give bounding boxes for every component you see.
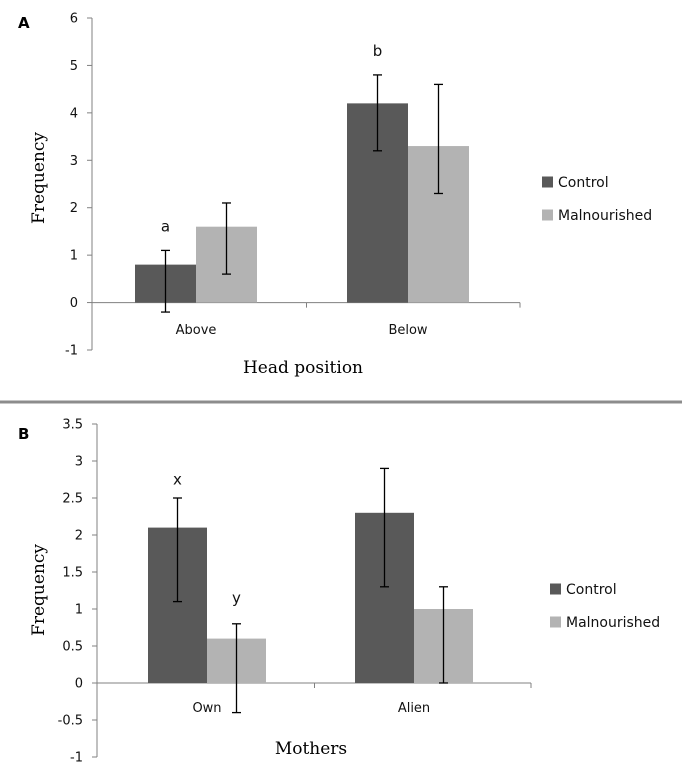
x-tick-label: Above (176, 323, 217, 338)
y-tick-label: -0.5 (58, 714, 83, 729)
significance-letter: b (373, 42, 383, 60)
y-tick-label: 1 (75, 603, 83, 618)
x-axis-title: Mothers (275, 739, 347, 759)
y-tick-label: -1 (65, 344, 78, 359)
legend-swatch (542, 209, 553, 221)
y-tick-label: -1 (70, 751, 83, 762)
y-axis-title: Frequency (29, 132, 49, 224)
panel-b-chart: B -1 -0.5 0 0.5 1 1.5 2 2.5 3 3.5 Own Alien x y Mothers… (18, 418, 660, 762)
legend-label: Control (566, 582, 617, 598)
x-tick-label: Own (192, 701, 221, 716)
y-tick-label: 2 (70, 201, 78, 216)
y-tick-label: 1 (70, 249, 78, 264)
y-tick-label: 1.5 (62, 566, 83, 581)
y-tick-label: 3.5 (62, 418, 83, 433)
significance-letter: y (232, 589, 241, 607)
x-tick-label: Alien (398, 701, 430, 716)
panel-letter: B (18, 425, 29, 443)
significance-letter: x (173, 471, 182, 489)
y-tick-label: 2.5 (62, 492, 83, 507)
legend-label: Malnourished (558, 208, 652, 224)
y-tick-label: 0.5 (62, 640, 83, 655)
y-tick-label: 6 (70, 12, 78, 27)
y-tick-label: 0 (75, 677, 83, 692)
significance-letter: a (161, 218, 170, 236)
panel-a-chart: A -1 0 1 2 3 4 5 6 Above Below a b Head position Frequ… (18, 12, 652, 379)
x-axis-title: Head position (243, 358, 363, 378)
y-tick-label: 0 (70, 296, 78, 311)
y-tick-label: 3 (70, 154, 78, 169)
y-axis-title: Frequency (29, 544, 49, 636)
y-tick-label: 3 (75, 455, 83, 470)
legend-swatch (550, 616, 561, 628)
legend-label: Malnourished (566, 615, 660, 631)
panel-letter: A (18, 14, 30, 32)
legend-label: Control (558, 175, 609, 191)
legend-swatch (550, 583, 561, 595)
legend-swatch (542, 176, 553, 188)
y-tick-label: 4 (70, 106, 78, 121)
x-tick-label: Below (388, 323, 427, 338)
y-tick-label: 5 (70, 59, 78, 74)
y-tick-label: 2 (75, 529, 83, 544)
